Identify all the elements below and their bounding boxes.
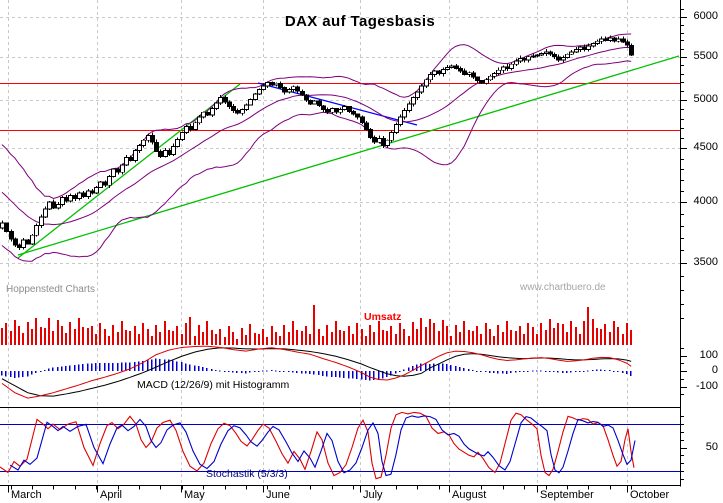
trendlines-layer bbox=[17, 55, 680, 259]
candles-layer bbox=[0, 35, 634, 250]
month-label: April bbox=[100, 489, 123, 501]
price-axis-label: 4500 bbox=[693, 141, 718, 154]
price-axis-label: 3500 bbox=[693, 256, 718, 269]
stochastic-axis-label: 50 bbox=[705, 440, 718, 453]
stochastic-panel-label: Stochastik (5/3/3) bbox=[206, 468, 288, 480]
month-label: July bbox=[363, 489, 383, 501]
price-axis-label: 5500 bbox=[693, 49, 718, 62]
provider-watermark: Hoppenstedt Charts bbox=[6, 284, 95, 295]
axes-layer bbox=[0, 0, 687, 493]
macd-panel-label: MACD (12/26/9) mit Histogramm bbox=[137, 379, 290, 391]
price-axis-label: 4000 bbox=[693, 195, 718, 208]
volume-layer bbox=[1, 305, 632, 345]
month-label: August bbox=[452, 489, 487, 501]
stochastic-layer bbox=[0, 411, 680, 480]
volume-panel-label: Umsatz bbox=[364, 311, 402, 323]
month-label: June bbox=[266, 489, 290, 501]
macd-axis-label: -100 bbox=[695, 379, 718, 392]
month-label: May bbox=[184, 489, 205, 501]
price-axis-label: 5000 bbox=[693, 93, 718, 106]
month-label: October bbox=[630, 489, 670, 501]
macd-layer bbox=[1, 345, 632, 399]
macd-axis-label: 100 bbox=[699, 348, 718, 361]
chart-title: DAX auf Tagesbasis bbox=[284, 13, 436, 30]
bollinger-layer bbox=[1, 33, 632, 262]
month-label: March bbox=[11, 489, 42, 501]
website-watermark: www.chartbuero.de bbox=[520, 282, 606, 293]
month-label: September bbox=[540, 489, 594, 501]
gridlines-layer bbox=[0, 0, 680, 486]
macd-axis-label: 0 bbox=[711, 364, 718, 376]
resistance-lines-layer bbox=[0, 83, 680, 131]
price-axis-label: 6000 bbox=[693, 10, 718, 23]
